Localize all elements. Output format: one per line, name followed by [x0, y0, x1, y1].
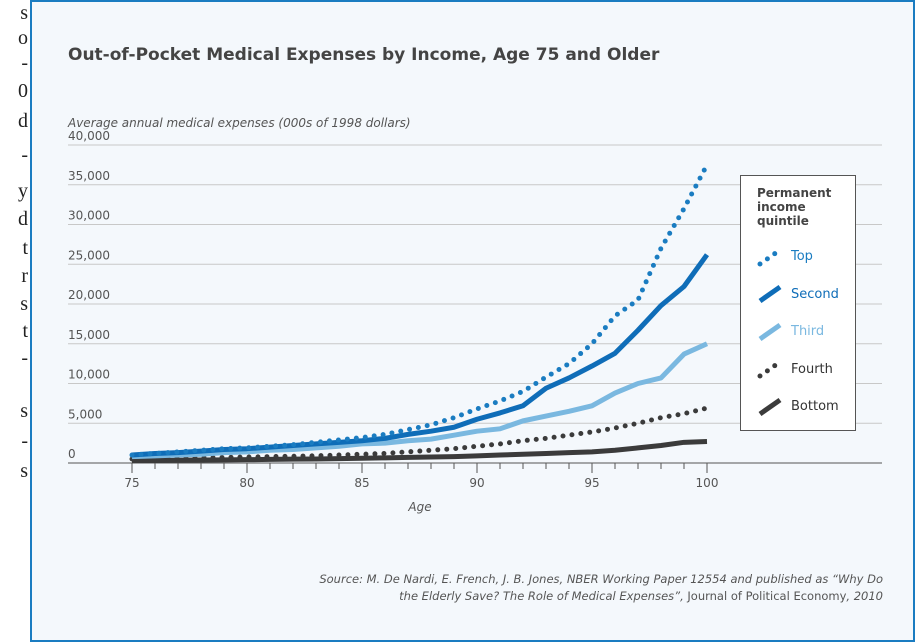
x-tick-label: 85	[354, 476, 369, 490]
source-part: Journal of Political Economy	[687, 589, 847, 603]
legend-item: Third	[757, 313, 845, 351]
y-tick-label: 10,000	[68, 368, 110, 382]
legend-swatch	[758, 397, 782, 416]
y-tick-label: 25,000	[68, 248, 110, 262]
margin-fragment: t	[22, 320, 28, 342]
legend-line	[757, 247, 783, 267]
legend-label: Third	[791, 324, 825, 340]
legend-swatch	[757, 359, 783, 379]
x-tick-label: 90	[469, 476, 484, 490]
source-part: Source: M. De Nardi, E. French, J. B. Jo…	[319, 572, 883, 603]
legend-line	[758, 285, 782, 304]
margin-fragment: -	[21, 430, 28, 452]
legend-swatch	[758, 285, 782, 304]
margin-fragment: d	[18, 110, 28, 132]
margin-fragment: o	[18, 27, 28, 49]
series-line	[131, 439, 708, 464]
margin-fragment: r	[21, 265, 28, 287]
margin-fragment: s	[20, 2, 28, 24]
legend-label: Bottom	[791, 399, 839, 415]
margin-fragment: s	[20, 293, 28, 315]
margin-fragment: t	[22, 237, 28, 259]
legend-line	[758, 397, 782, 416]
margin-fragment: -	[21, 347, 28, 369]
source-part: , 2010	[846, 589, 883, 603]
x-tick-label: 80	[239, 476, 254, 490]
legend-title: Permanent income quintile	[757, 186, 832, 228]
legend-line	[758, 322, 782, 341]
margin-fragment: -	[21, 52, 28, 74]
y-tick-label: 30,000	[68, 209, 110, 223]
legend-item: Top	[757, 238, 845, 276]
legend-line	[757, 359, 783, 379]
legend-label: Second	[791, 286, 839, 302]
margin-fragment: y	[18, 180, 28, 202]
y-tick-label: 5,000	[68, 407, 102, 421]
legend-item: Second	[757, 276, 845, 314]
x-axis-label: Age	[407, 500, 431, 514]
y-tick-label: 40,000	[68, 129, 110, 143]
margin-fragment: 0	[18, 80, 28, 102]
margin-fragment: -	[21, 144, 28, 166]
y-tick-label: 15,000	[68, 328, 110, 342]
x-tick-label: 100	[696, 476, 719, 490]
x-tick-label: 95	[584, 476, 599, 490]
y-tick-label: 20,000	[68, 288, 110, 302]
series-line	[129, 405, 710, 462]
series-line	[129, 162, 710, 458]
legend-swatch	[758, 322, 782, 341]
margin-fragment: d	[18, 208, 28, 230]
x-tick-label: 75	[124, 476, 139, 490]
margin-fragment: s	[20, 400, 28, 422]
source-note: Source: M. De Nardi, E. French, J. B. Jo…	[300, 571, 883, 605]
y-tick-label: 0	[68, 447, 76, 461]
legend-label: Top	[791, 249, 813, 265]
legend-item: Bottom	[757, 388, 845, 426]
legend-item: Fourth	[757, 351, 845, 389]
series-line	[131, 341, 709, 460]
y-axis-label: Average annual medical expenses (000s of…	[67, 116, 411, 130]
legend-swatch	[757, 247, 783, 267]
series-line	[131, 253, 710, 458]
y-tick-label: 35,000	[68, 169, 110, 183]
chart-title: Out-of-Pocket Medical Expenses by Income…	[68, 45, 660, 65]
legend-label: Fourth	[791, 361, 833, 377]
legend: Permanent income quintile Top Second Third…	[740, 175, 856, 431]
margin-fragment: s	[20, 460, 28, 482]
